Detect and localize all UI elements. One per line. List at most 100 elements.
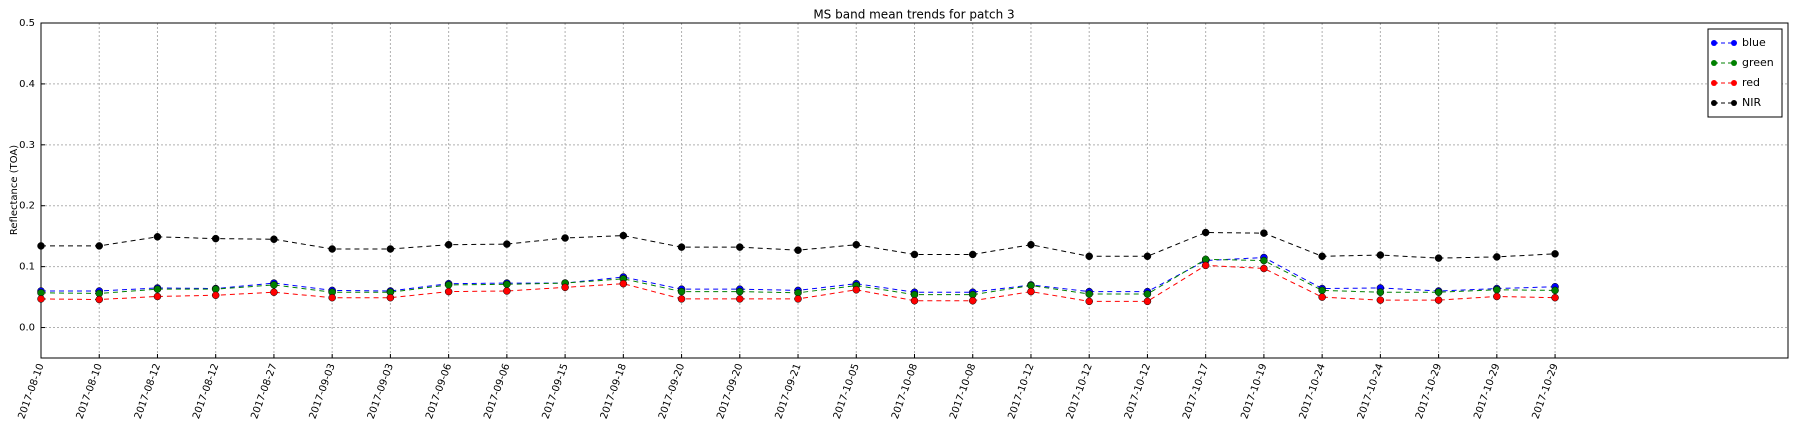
- data-point: [677, 243, 686, 251]
- data-point: [736, 295, 744, 303]
- x-tick-label: 2017-10-05: [832, 362, 862, 420]
- data-point: [153, 233, 162, 241]
- data-point: [561, 234, 569, 242]
- data-point: [1376, 288, 1385, 296]
- chart-title: MS band mean trends for patch 3: [813, 8, 1014, 22]
- data-point: [328, 293, 336, 302]
- data-point: [677, 295, 686, 303]
- legend-marker: [1731, 40, 1737, 46]
- data-point: [503, 240, 511, 248]
- x-tick-label: 2017-09-21: [773, 362, 803, 420]
- x-tick-label: 2017-10-12: [1006, 362, 1036, 420]
- y-tick-label: 0.0: [19, 323, 35, 334]
- x-tick-label: 2017-10-17: [1181, 362, 1211, 420]
- data-point: [852, 286, 861, 294]
- data-point: [1143, 290, 1152, 298]
- y-tick-label: 0.1: [19, 262, 35, 273]
- data-point: [619, 231, 628, 240]
- x-tick-label: 2017-09-06: [424, 362, 454, 420]
- legend-box: [1707, 28, 1783, 118]
- data-point: [444, 281, 453, 289]
- data-point: [153, 292, 162, 301]
- data-point: [1260, 229, 1268, 237]
- x-tick-label: 2017-10-29: [1530, 362, 1560, 420]
- x-tick-label: 2017-08-12: [191, 362, 221, 420]
- data-point: [1027, 287, 1035, 296]
- legend-label: NIR: [1742, 96, 1761, 109]
- x-tick-label: 2017-10-08: [890, 362, 920, 420]
- x-tick-label: 2017-08-10: [16, 362, 46, 420]
- y-tick-label: 0.3: [19, 140, 35, 151]
- data-point: [1493, 292, 1501, 301]
- data-point: [1143, 252, 1152, 261]
- data-point: [1201, 261, 1210, 270]
- legend-marker: [1711, 60, 1717, 66]
- data-point: [211, 291, 220, 300]
- data-point: [910, 250, 919, 259]
- data-point: [37, 295, 45, 303]
- x-tick-label: 2017-09-20: [657, 362, 687, 420]
- legend-label: blue: [1742, 36, 1766, 49]
- data-point: [95, 295, 103, 304]
- data-point: [1260, 256, 1268, 265]
- plot-frame: [40, 22, 1789, 359]
- y-axis-label: Reflectance (TOA): [9, 145, 20, 235]
- x-tick-label: 2017-09-03: [366, 362, 396, 420]
- data-point: [270, 288, 278, 296]
- data-point: [270, 281, 278, 289]
- x-tick-label: 2017-10-12: [1123, 362, 1153, 420]
- data-point: [1085, 297, 1093, 306]
- x-tick-label: 2017-09-18: [599, 362, 629, 420]
- data-point: [1085, 252, 1093, 261]
- data-point: [1434, 288, 1443, 296]
- y-tick-label: 0.2: [19, 201, 35, 212]
- x-tick-label: 2017-08-27: [249, 362, 279, 420]
- data-point: [1551, 286, 1559, 295]
- data-point: [386, 293, 395, 302]
- x-tick-label: 2017-10-19: [1239, 362, 1269, 420]
- data-point: [1318, 252, 1326, 261]
- x-tick-label: 2017-10-29: [1414, 362, 1444, 420]
- data-point: [561, 283, 569, 292]
- x-tick-label: 2017-10-24: [1298, 362, 1328, 420]
- legend-marker: [1731, 100, 1737, 106]
- x-tick-label: 2017-09-03: [308, 362, 338, 420]
- data-point: [37, 242, 45, 250]
- legend-marker: [1711, 40, 1717, 46]
- data-point: [1493, 286, 1501, 294]
- data-point: [386, 245, 395, 253]
- x-tick-label: 2017-10-29: [1472, 362, 1502, 420]
- data-point: [1085, 290, 1093, 298]
- data-point: [1551, 250, 1559, 258]
- data-point: [503, 287, 511, 295]
- data-point: [444, 240, 453, 249]
- data-point: [503, 280, 511, 289]
- x-tick-label: 2017-09-20: [715, 362, 745, 420]
- x-tick-label: 2017-10-08: [948, 362, 978, 420]
- x-tick-label: 2017-08-12: [133, 362, 163, 420]
- data-point: [1493, 253, 1501, 261]
- legend-marker: [1711, 80, 1717, 86]
- data-point: [968, 250, 977, 259]
- data-point: [736, 243, 744, 251]
- data-point: [1376, 251, 1385, 259]
- y-tick-label: 0.5: [19, 18, 35, 29]
- data-point: [910, 296, 919, 305]
- data-point: [153, 285, 162, 293]
- data-point: [1318, 293, 1326, 301]
- data-point: [95, 242, 103, 250]
- data-point: [1318, 286, 1326, 295]
- legend-label: red: [1742, 76, 1760, 89]
- data-point: [444, 287, 453, 296]
- legend-marker: [1731, 80, 1737, 86]
- x-tick-label: 2017-09-06: [482, 362, 512, 420]
- x-tick-label: 2017-10-24: [1356, 362, 1386, 420]
- data-point: [1434, 254, 1443, 262]
- data-point: [968, 296, 977, 305]
- data-point: [1201, 228, 1210, 237]
- data-point: [1143, 297, 1152, 306]
- data-point: [794, 295, 802, 303]
- x-tick-label: 2017-08-10: [75, 362, 105, 420]
